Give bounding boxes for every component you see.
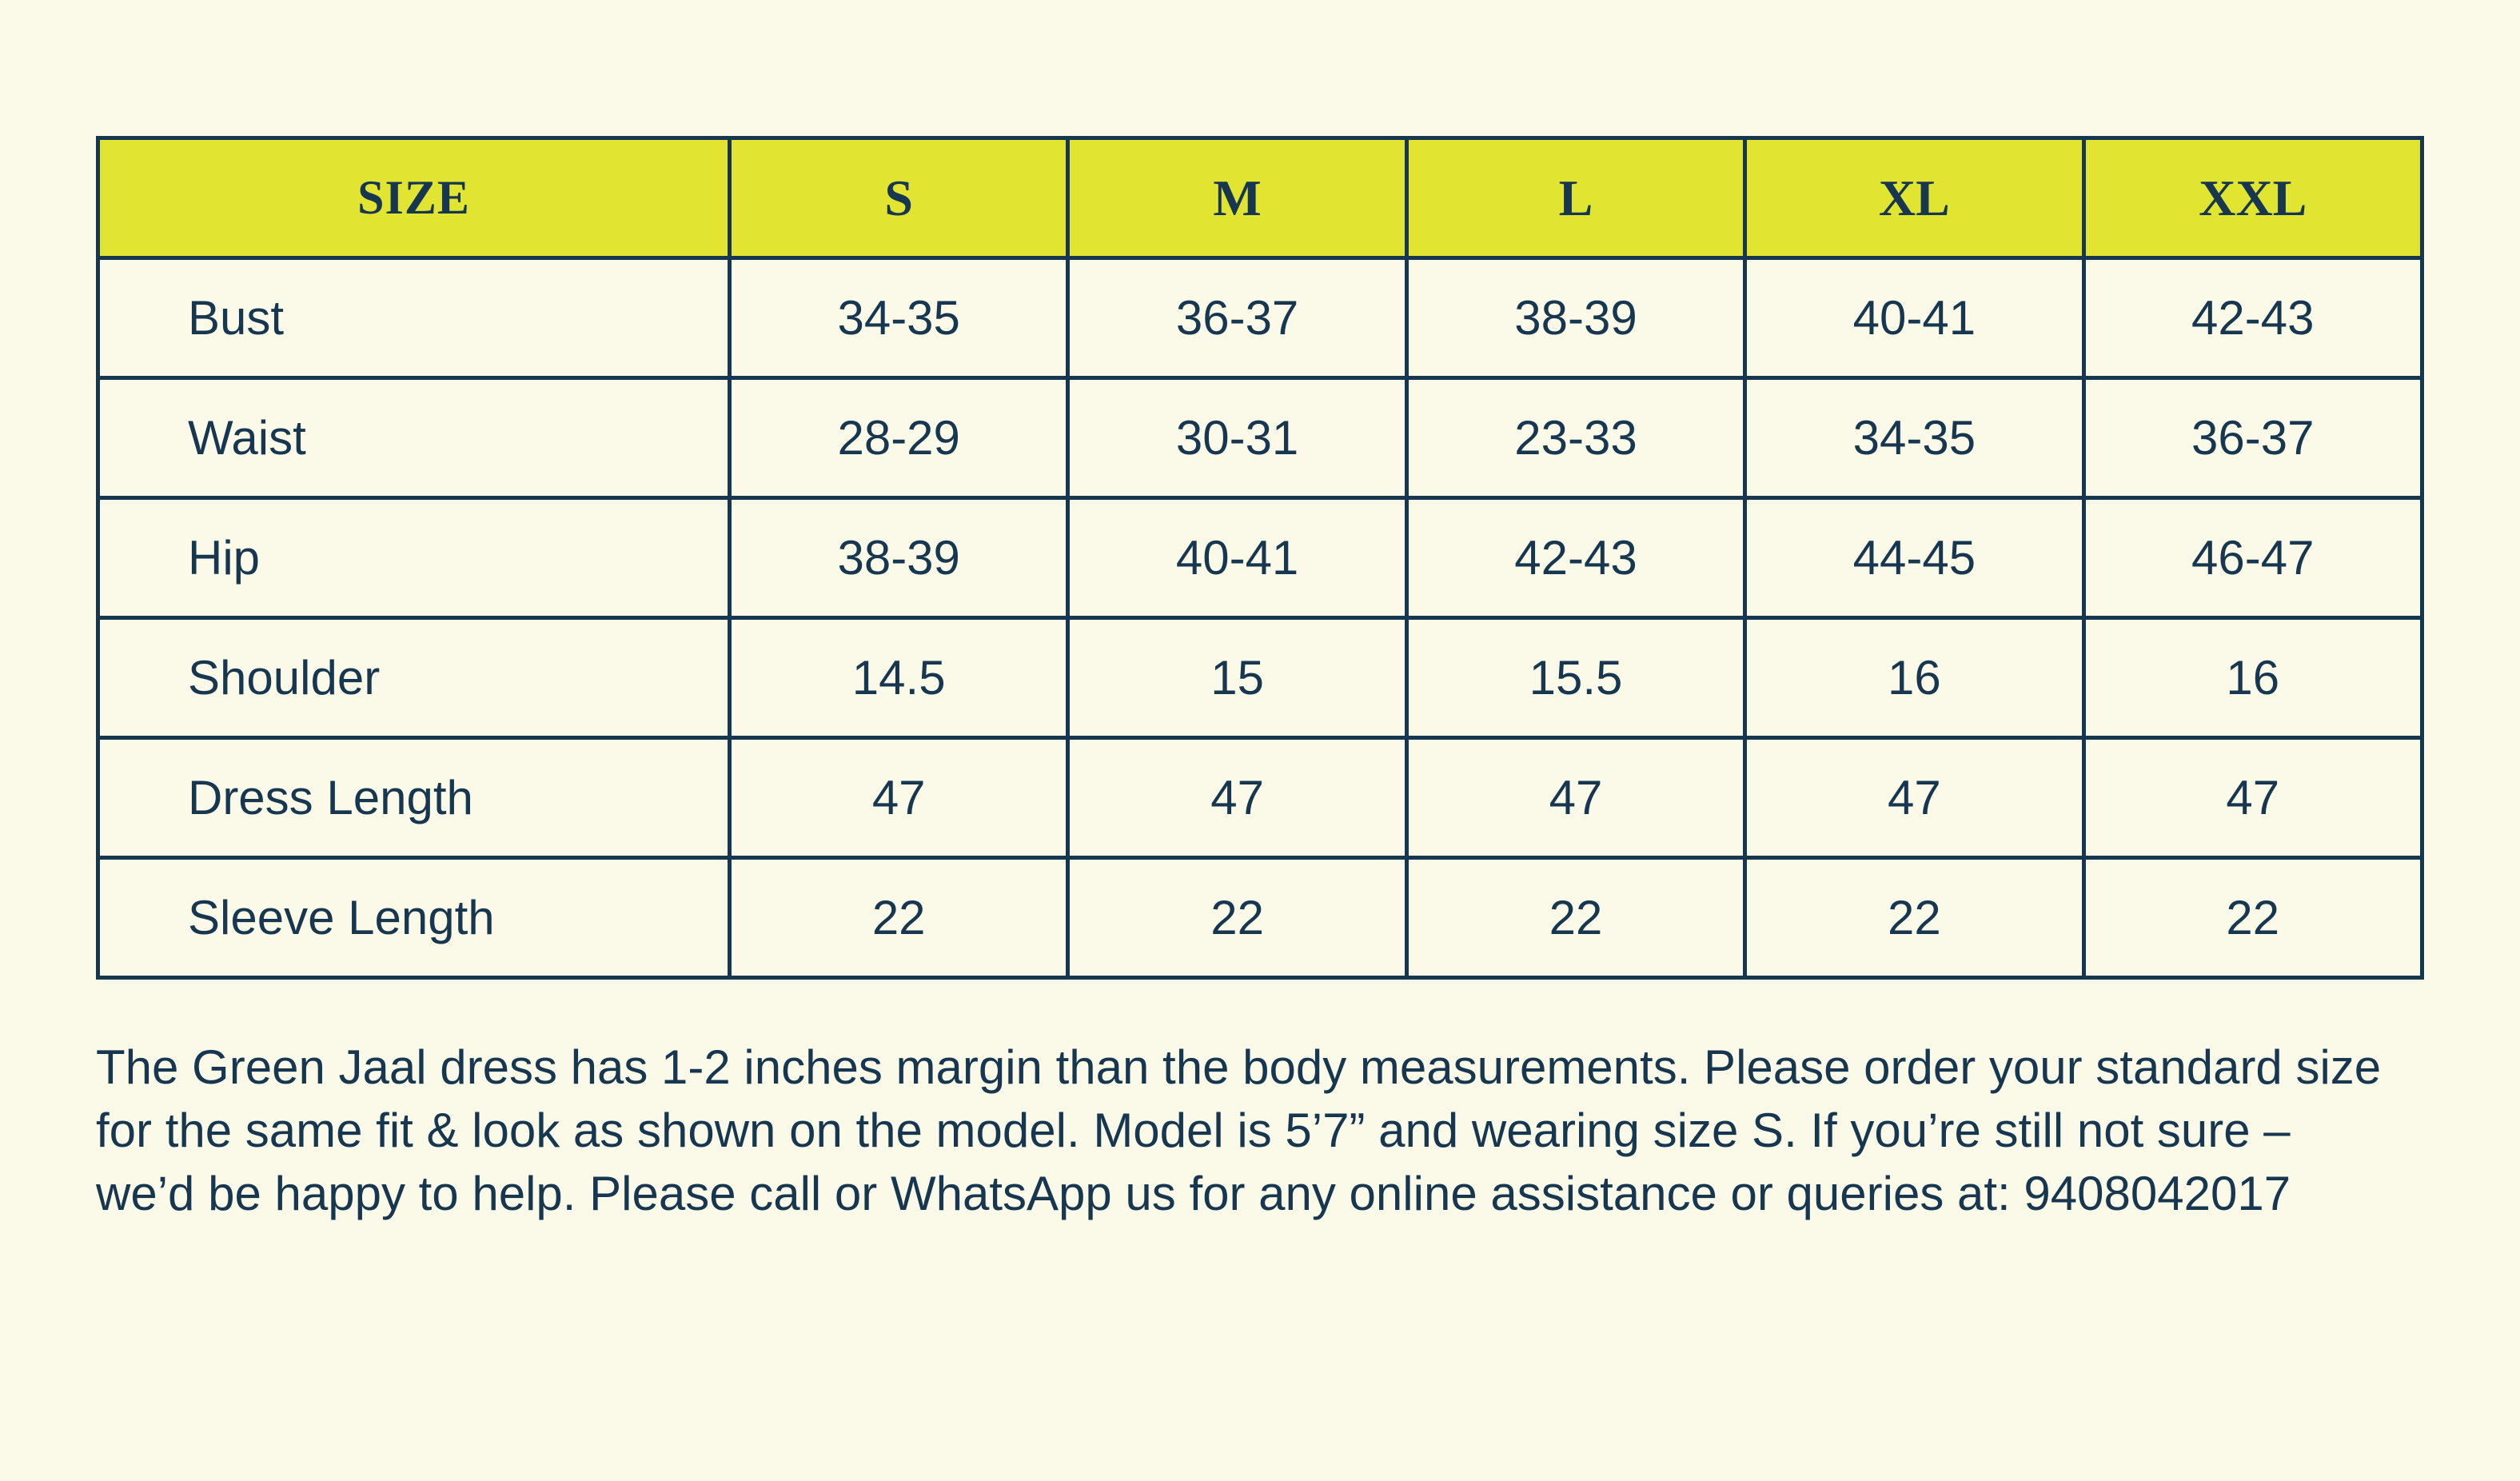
- table-row: Sleeve Length 22 22 22 22 22: [98, 858, 2422, 978]
- row-label: Sleeve Length: [98, 858, 730, 978]
- cell: 36-37: [1068, 258, 1406, 378]
- row-label: Bust: [98, 258, 730, 378]
- cell: 30-31: [1068, 378, 1406, 498]
- col-header-xxl: XXL: [2083, 138, 2422, 258]
- row-label: Shoulder: [98, 618, 730, 738]
- cell: 47: [1406, 738, 1744, 858]
- cell: 22: [2083, 858, 2422, 978]
- table-row: Hip 38-39 40-41 42-43 44-45 46-47: [98, 498, 2422, 618]
- col-header-s: S: [730, 138, 1068, 258]
- cell: 28-29: [730, 378, 1068, 498]
- size-chart-table: SIZE S M L XL XXL Bust 34-35 36-37 38-39…: [96, 136, 2424, 980]
- cell: 15.5: [1406, 618, 1744, 738]
- col-header-l: L: [1406, 138, 1744, 258]
- cell: 38-39: [730, 498, 1068, 618]
- table-row: Waist 28-29 30-31 23-33 34-35 36-37: [98, 378, 2422, 498]
- cell: 42-43: [2083, 258, 2422, 378]
- cell: 40-41: [1745, 258, 2083, 378]
- cell: 34-35: [1745, 378, 2083, 498]
- cell: 38-39: [1406, 258, 1744, 378]
- col-header-xl: XL: [1745, 138, 2083, 258]
- cell: 36-37: [2083, 378, 2422, 498]
- cell: 47: [2083, 738, 2422, 858]
- row-label: Hip: [98, 498, 730, 618]
- table-header-row: SIZE S M L XL XXL: [98, 138, 2422, 258]
- table-row: Shoulder 14.5 15 15.5 16 16: [98, 618, 2422, 738]
- cell: 47: [730, 738, 1068, 858]
- cell: 16: [2083, 618, 2422, 738]
- cell: 22: [1406, 858, 1744, 978]
- cell: 23-33: [1406, 378, 1744, 498]
- cell: 22: [730, 858, 1068, 978]
- table-row: Dress Length 47 47 47 47 47: [98, 738, 2422, 858]
- col-header-m: M: [1068, 138, 1406, 258]
- cell: 14.5: [730, 618, 1068, 738]
- cell: 40-41: [1068, 498, 1406, 618]
- cell: 44-45: [1745, 498, 2083, 618]
- row-label: Waist: [98, 378, 730, 498]
- cell: 34-35: [730, 258, 1068, 378]
- col-header-size: SIZE: [98, 138, 730, 258]
- sizing-note: The Green Jaal dress has 1-2 inches marg…: [96, 1036, 2424, 1226]
- cell: 47: [1745, 738, 2083, 858]
- row-label: Dress Length: [98, 738, 730, 858]
- cell: 15: [1068, 618, 1406, 738]
- cell: 22: [1068, 858, 1406, 978]
- cell: 46-47: [2083, 498, 2422, 618]
- cell: 42-43: [1406, 498, 1744, 618]
- table-row: Bust 34-35 36-37 38-39 40-41 42-43: [98, 258, 2422, 378]
- cell: 22: [1745, 858, 2083, 978]
- cell: 16: [1745, 618, 2083, 738]
- cell: 47: [1068, 738, 1406, 858]
